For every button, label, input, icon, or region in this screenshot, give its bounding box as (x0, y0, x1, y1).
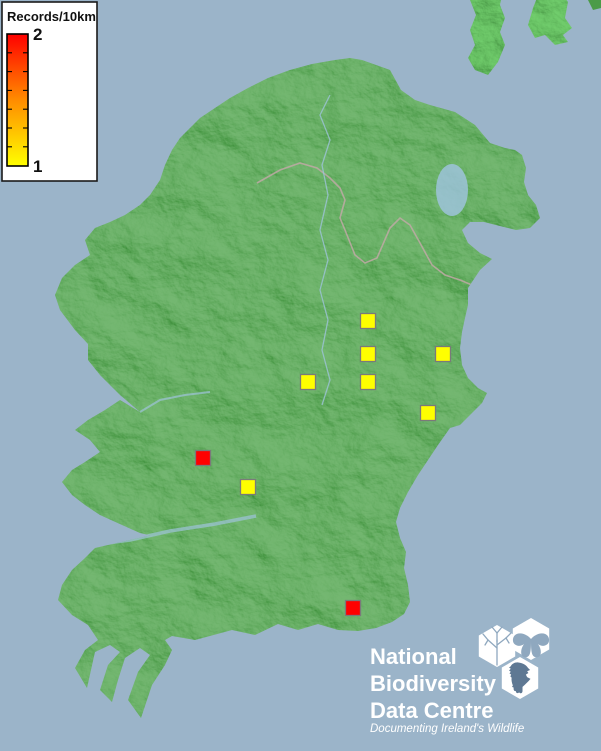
svg-text:Data Centre: Data Centre (370, 698, 493, 723)
svg-text:National: National (370, 644, 457, 669)
svg-text:Documenting Ireland's Wildlife: Documenting Ireland's Wildlife (370, 723, 524, 735)
svg-text:Records/10km: Records/10km (7, 9, 96, 24)
svg-text:2: 2 (33, 25, 42, 44)
svg-text:Biodiversity: Biodiversity (370, 671, 497, 696)
svg-text:1: 1 (33, 157, 42, 176)
